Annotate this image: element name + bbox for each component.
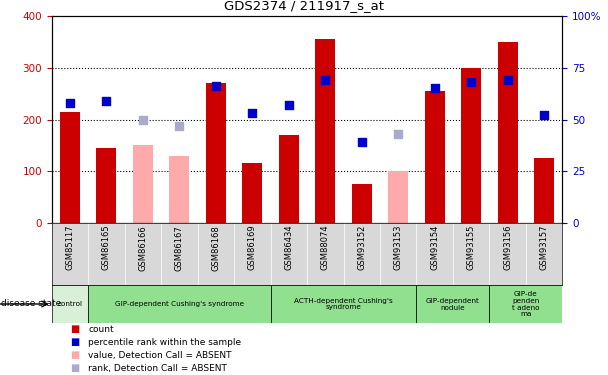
Text: GIP-dependent
nodule: GIP-dependent nodule	[426, 297, 480, 310]
Text: GSM86165: GSM86165	[102, 225, 111, 270]
Text: GSM93155: GSM93155	[467, 225, 475, 270]
Text: GSM86434: GSM86434	[285, 225, 293, 270]
Point	[284, 102, 294, 108]
Point	[174, 123, 184, 129]
Point	[357, 139, 367, 145]
Text: rank, Detection Call = ABSENT: rank, Detection Call = ABSENT	[88, 364, 227, 373]
Point	[393, 131, 403, 137]
Bar	[497, 42, 517, 223]
Bar	[489, 285, 562, 323]
Point	[430, 86, 440, 92]
Text: ■: ■	[70, 337, 79, 347]
Point	[320, 77, 330, 83]
Text: control: control	[57, 301, 83, 307]
Bar	[133, 146, 153, 223]
Text: GSM86168: GSM86168	[212, 225, 220, 271]
Text: GIP-dependent Cushing's syndrome: GIP-dependent Cushing's syndrome	[115, 301, 244, 307]
Text: GSM86167: GSM86167	[175, 225, 184, 271]
Point	[102, 98, 111, 104]
Bar	[351, 184, 371, 223]
Text: GIP-de
penden
t adeno
ma: GIP-de penden t adeno ma	[512, 291, 540, 318]
Point	[503, 77, 513, 83]
Text: disease state: disease state	[1, 300, 61, 309]
Text: GSM88074: GSM88074	[321, 225, 330, 270]
Text: percentile rank within the sample: percentile rank within the sample	[88, 338, 241, 347]
Text: count: count	[88, 325, 114, 334]
Bar	[534, 158, 554, 223]
Bar	[424, 91, 444, 223]
Text: ■: ■	[70, 350, 79, 360]
Point	[211, 83, 221, 89]
Bar	[271, 285, 416, 323]
Point	[247, 110, 257, 116]
Bar	[416, 285, 489, 323]
Bar	[169, 156, 189, 223]
Bar	[88, 285, 271, 323]
Point	[65, 100, 75, 106]
Text: GSM93152: GSM93152	[358, 225, 366, 270]
Point	[466, 79, 476, 85]
Text: value, Detection Call = ABSENT: value, Detection Call = ABSENT	[88, 351, 232, 360]
Text: GSM86169: GSM86169	[248, 225, 257, 270]
Bar	[242, 164, 262, 223]
Text: ■: ■	[70, 363, 79, 373]
Bar	[60, 112, 80, 223]
Bar	[315, 39, 335, 223]
Text: GSM93156: GSM93156	[503, 225, 512, 270]
Text: ■: ■	[70, 324, 79, 334]
Text: ACTH-dependent Cushing's
syndrome: ACTH-dependent Cushing's syndrome	[294, 297, 393, 310]
Bar	[461, 68, 481, 223]
Text: GSM86166: GSM86166	[139, 225, 147, 271]
Bar	[206, 83, 226, 223]
Point	[138, 117, 148, 123]
Bar	[96, 148, 116, 223]
Bar	[388, 171, 408, 223]
Text: GSM93153: GSM93153	[394, 225, 402, 270]
Bar	[278, 135, 299, 223]
Text: GDS2374 / 211917_s_at: GDS2374 / 211917_s_at	[224, 0, 384, 12]
Point	[539, 112, 549, 118]
Text: GSM85117: GSM85117	[66, 225, 74, 270]
Bar	[52, 285, 88, 323]
Text: GSM93154: GSM93154	[430, 225, 439, 270]
Text: GSM93157: GSM93157	[540, 225, 548, 270]
